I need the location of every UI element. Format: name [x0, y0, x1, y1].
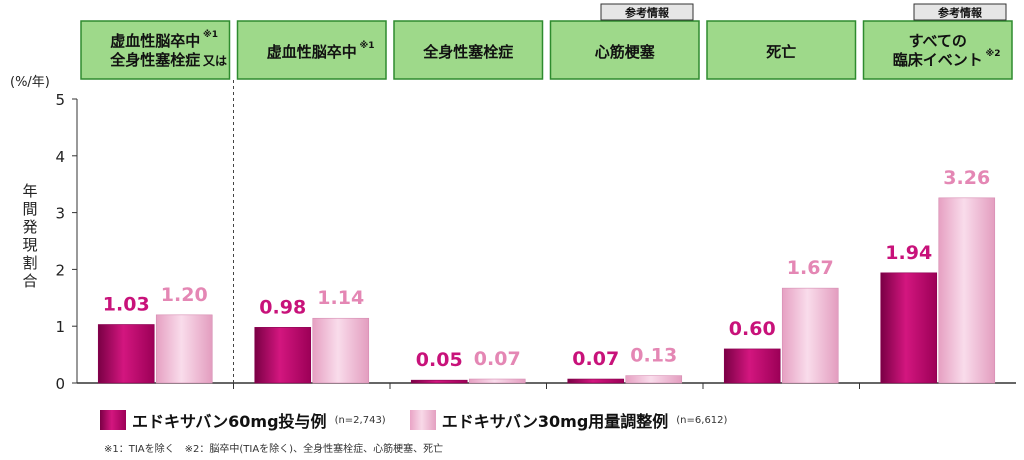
y-tick-label: 0 [55, 375, 65, 393]
category-header-box [236, 20, 387, 80]
data-label-60mg: 0.98 [259, 296, 306, 318]
y-axis-label-char: 現 [22, 236, 37, 254]
y-axis-label-char: 合 [22, 272, 37, 290]
reference-info-tag [913, 3, 1007, 21]
bar-60mg [254, 327, 312, 384]
category-header-box [862, 20, 1013, 80]
y-axis-unit: (%/年) [10, 75, 50, 90]
category-header-note: ※2 [986, 48, 1001, 59]
data-label-60mg: 1.03 [103, 293, 150, 315]
bar-60mg [567, 378, 625, 384]
category-header-label: 全身性塞栓症 [422, 43, 513, 61]
y-axis-label-char: 間 [22, 200, 37, 218]
bar-60mg [723, 348, 781, 384]
legend-label-60mg: エドキサバン60mg投与例 [132, 412, 327, 431]
reference-info-tag-label: 参考情報 [625, 6, 670, 20]
bar-30mg [468, 378, 526, 384]
bar-60mg [410, 379, 468, 384]
category-header-label: 虚血性脳卒中 [267, 43, 357, 61]
data-label-30mg: 1.67 [787, 257, 834, 279]
category-header-note: 又は [202, 54, 227, 68]
y-axis-label-char: 発 [22, 218, 37, 236]
legend-item-60mg: エドキサバン60mg投与例 (n=2,743) [100, 408, 386, 432]
bar-30mg [312, 317, 370, 384]
category-header-label: 全身性塞栓症 [109, 51, 200, 69]
legend: エドキサバン60mg投与例 (n=2,743) エドキサバン30mg用量調整例 … [100, 408, 751, 432]
bar-60mg [97, 324, 155, 384]
data-label-30mg: 1.14 [317, 287, 364, 309]
category-header-label: 死亡 [766, 43, 796, 61]
footnote: ※1：TIAを除く ※2：脳卒中(TIAを除く)、全身性塞栓症、心筋梗塞、死亡 [104, 444, 444, 455]
category-header-label: 心筋梗塞 [595, 43, 656, 61]
data-label-60mg: 1.94 [885, 242, 932, 264]
category-header-box [393, 20, 544, 80]
bar-30mg [155, 314, 213, 384]
category-header-box [80, 20, 231, 80]
y-tick-label: 5 [55, 91, 65, 109]
data-label-30mg: 1.20 [161, 284, 208, 306]
y-tick-label: 1 [55, 318, 65, 336]
data-label-30mg: 0.13 [630, 345, 677, 367]
legend-swatch-60mg [100, 410, 126, 430]
category-header-label: 臨床イベント [893, 51, 983, 69]
y-tick-label: 2 [55, 261, 65, 279]
data-label-60mg: 0.60 [729, 318, 776, 340]
reference-info-tag [600, 3, 694, 21]
category-header-label: すべての [909, 32, 967, 50]
category-header-note: ※1 [360, 40, 375, 51]
bar-30mg [625, 375, 683, 384]
legend-item-30mg: エドキサバン30mg用量調整例 (n=6,612) [409, 408, 728, 432]
category-header-box [549, 20, 700, 80]
y-tick-label: 3 [55, 205, 65, 223]
y-tick-label: 4 [55, 148, 65, 166]
y-axis-label-char: 年 [22, 182, 37, 200]
data-label-60mg: 0.05 [416, 349, 463, 371]
legend-label-30mg: エドキサバン30mg用量調整例 [441, 412, 669, 431]
legend-n-30mg: (n=6,612) [676, 414, 728, 426]
category-header-note: ※1 [203, 29, 218, 40]
legend-swatch-30mg [409, 410, 436, 430]
legend-n-60mg: (n=2,743) [334, 414, 386, 426]
bar-30mg [938, 197, 996, 384]
data-label-30mg: 0.07 [474, 348, 521, 370]
bar-60mg [880, 272, 938, 384]
category-header-label: 虚血性脳卒中 [110, 32, 200, 50]
y-axis-label-char: 割 [22, 254, 37, 272]
bar-30mg [781, 287, 839, 384]
category-header-box [706, 20, 857, 80]
reference-info-tag-label: 参考情報 [938, 6, 983, 20]
data-label-60mg: 0.07 [572, 348, 619, 370]
data-label-30mg: 3.26 [943, 167, 990, 189]
